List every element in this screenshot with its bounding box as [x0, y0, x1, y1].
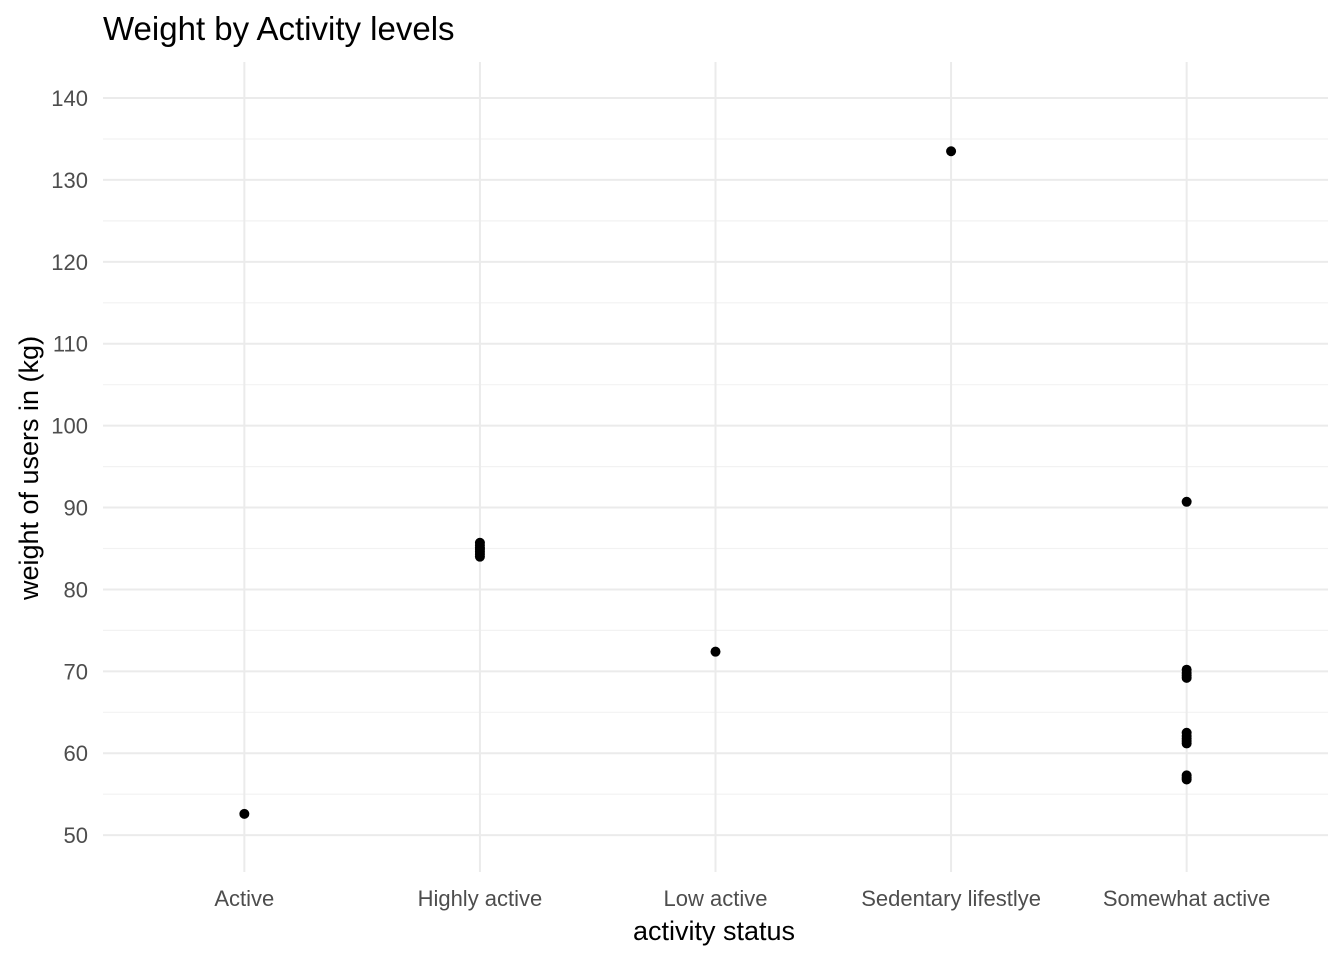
x-tick-label: Somewhat active [1103, 886, 1271, 911]
y-tick-label: 90 [64, 496, 88, 521]
x-tick-label: Active [214, 886, 274, 911]
x-axis-tick-labels: Active Highly active Low active Sedentary l… [214, 886, 1270, 911]
x-tick-label: Low active [664, 886, 768, 911]
y-tick-label: 100 [51, 414, 88, 439]
y-tick-label: 80 [64, 577, 88, 602]
data-point [239, 808, 250, 819]
data-point [1181, 774, 1192, 785]
chart-title: Weight by Activity levels [103, 10, 455, 47]
y-tick-label: 140 [51, 86, 88, 111]
y-axis-title: weight of users in (kg) [14, 336, 44, 601]
y-tick-label: 50 [64, 823, 88, 848]
y-tick-label: 130 [51, 168, 88, 193]
y-tick-label: 60 [64, 741, 88, 766]
data-points [239, 146, 1192, 819]
x-axis-title: activity status [633, 916, 795, 946]
x-tick-label: Sedentary lifestlye [861, 886, 1041, 911]
data-point [474, 537, 485, 548]
data-point [710, 646, 721, 657]
data-point [1181, 738, 1192, 749]
y-tick-label: 110 [53, 332, 88, 357]
y-tick-label: 70 [64, 659, 88, 684]
major-gridlines [103, 62, 1328, 872]
y-tick-label: 120 [51, 250, 88, 275]
data-point [1181, 496, 1192, 507]
data-point [1181, 672, 1192, 683]
data-point [946, 146, 957, 157]
x-tick-label: Highly active [418, 886, 543, 911]
y-axis-tick-labels: 50 60 70 80 90 100 110 120 130 140 [51, 86, 88, 848]
